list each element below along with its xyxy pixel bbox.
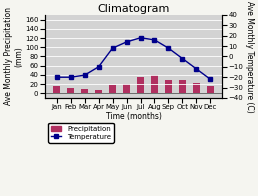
Bar bbox=[207, 85, 214, 93]
Bar bbox=[165, 80, 172, 93]
Title: Climatogram: Climatogram bbox=[97, 4, 170, 14]
Bar bbox=[67, 88, 75, 93]
Y-axis label: Ave Monthly Temperature (C): Ave Monthly Temperature (C) bbox=[245, 1, 254, 112]
Bar bbox=[179, 80, 186, 93]
Bar bbox=[95, 90, 102, 93]
Y-axis label: Ave Monthly Precipitation
(mm): Ave Monthly Precipitation (mm) bbox=[4, 7, 23, 105]
X-axis label: Time (months): Time (months) bbox=[106, 112, 162, 121]
Bar bbox=[151, 75, 158, 93]
Bar bbox=[192, 83, 200, 93]
Bar bbox=[53, 86, 60, 93]
Bar bbox=[137, 77, 144, 93]
Legend: Precipitation, Temperature: Precipitation, Temperature bbox=[48, 123, 114, 143]
Bar bbox=[109, 85, 116, 93]
Bar bbox=[81, 89, 88, 93]
Bar bbox=[123, 84, 130, 93]
